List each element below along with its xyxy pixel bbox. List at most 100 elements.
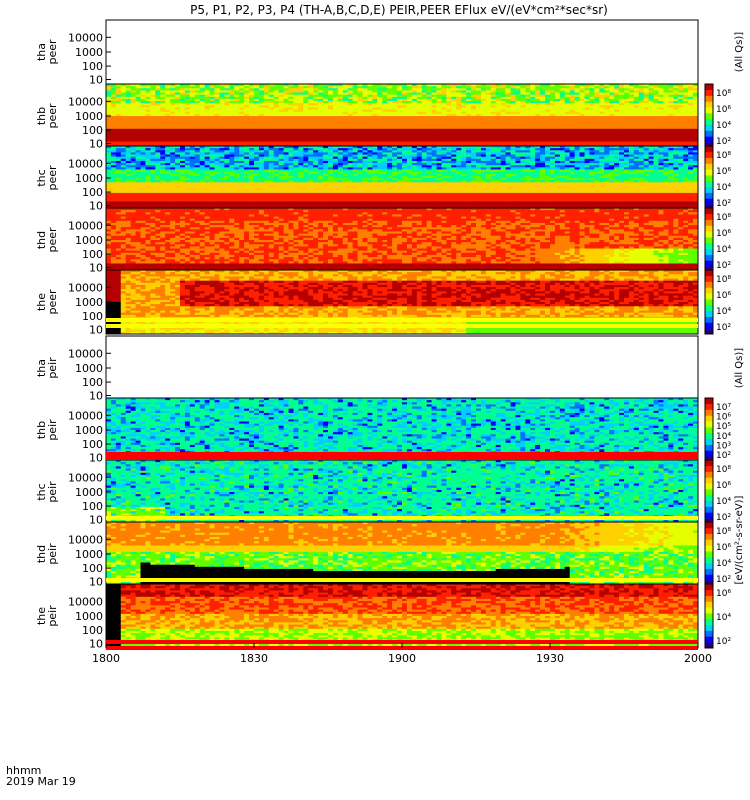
y-axis-label: peir	[46, 419, 59, 441]
y-tick-label: 1000	[75, 172, 103, 185]
date-label: 2019 Mar 19	[6, 775, 76, 788]
colorbar: 10⁸ 10⁶ 10⁴ 10²	[704, 459, 731, 525]
colorbar: 10⁶ 10⁴ 10²	[704, 583, 731, 649]
y-tick-label: 100	[82, 186, 103, 199]
y-tick-label: 10000	[68, 219, 103, 232]
y-tick-label: 1000	[75, 424, 103, 437]
y-axis-label: thc	[35, 169, 48, 186]
colorbar: 10⁸ 10⁶ 10⁴ 10²	[704, 521, 731, 587]
y-tick-label: 100	[82, 438, 103, 451]
y-tick-label: 10000	[68, 595, 103, 608]
y-axis-label: peir	[46, 357, 59, 379]
colorbar-tick-label: 10⁴	[716, 307, 731, 317]
colorbar: 10⁸ 10⁶ 10⁴ 10²	[704, 83, 731, 149]
y-tick-label: 100	[82, 310, 103, 323]
colorbar-frame	[704, 583, 714, 649]
y-tick-label: 10000	[68, 471, 103, 484]
colorbar-tick-label: 10⁴	[716, 245, 731, 255]
y-axis-label: thb	[35, 421, 48, 439]
y-tick-label: 10	[89, 390, 103, 403]
quality-flag-strip	[106, 324, 698, 328]
y-axis-label: thc	[35, 483, 48, 500]
y-axis-label: tha	[35, 359, 48, 377]
y-tick-label: 100	[82, 124, 103, 137]
colorbar-tick-label: 10⁶	[716, 167, 731, 177]
y-axis-label: the	[35, 293, 48, 311]
colorbar-tick-label: 10⁸	[716, 89, 731, 99]
y-tick-label: 1000	[75, 234, 103, 247]
y-tick-label: 10	[89, 138, 103, 151]
y-axis-label: peir	[46, 605, 59, 627]
colorbar-tick-label: 10⁴	[716, 183, 731, 193]
colorbar-tick-label: 10⁵	[716, 422, 731, 432]
heatmap-thb-peer	[106, 84, 699, 149]
colorbar-tick-label: 10⁴	[716, 121, 731, 131]
y-tick-label: 1000	[75, 362, 103, 375]
x-tick-label: 1900	[388, 652, 416, 665]
colorbar-tick-label: 10⁴	[716, 432, 731, 442]
colorbar-tick-label: 10⁶	[716, 543, 731, 553]
time-axis: 1800 1830 1900 1930 2000	[92, 643, 712, 665]
colorbar-tick-label: 10²	[716, 575, 731, 585]
y-tick-label: 10	[89, 452, 103, 465]
y-axis-label: peir	[46, 481, 59, 503]
colorbar-tick-label: 10⁸	[716, 275, 731, 285]
colorbar-tick-label: 10⁶	[716, 105, 731, 115]
y-axis-label: thd	[35, 231, 48, 249]
y-axis-label: the	[35, 607, 48, 625]
y-tick-label: 100	[82, 60, 103, 73]
x-tick-label: 1800	[92, 652, 120, 665]
quality-flag-strip	[106, 456, 698, 460]
heatmap-thc-peer	[106, 146, 699, 211]
y-tick-label: 1000	[75, 46, 103, 59]
colorbar-tick-label: 10⁶	[716, 229, 731, 239]
y-tick-label: 100	[82, 562, 103, 575]
units-label: (All Qs)]	[734, 32, 745, 72]
colorbar-tick-label: 10²	[716, 199, 731, 209]
quality-flag-strip	[106, 640, 698, 644]
y-axis-label: peer	[46, 165, 59, 191]
y-axis-label: peer	[46, 103, 59, 129]
colorbar: 10⁸ 10⁶ 10⁴ 10²	[704, 145, 731, 211]
y-tick-label: 10	[89, 200, 103, 213]
colorbar-tick-label: 10²	[716, 513, 731, 523]
y-axis-label: peer	[46, 289, 59, 315]
x-tick-label: 2000	[684, 652, 712, 665]
colorbar-tick-label: 10²	[716, 323, 731, 333]
y-tick-label: 100	[82, 248, 103, 261]
y-tick-label: 10	[89, 324, 103, 337]
heatmap-thc-peir	[106, 460, 699, 525]
y-tick-label: 10	[89, 514, 103, 527]
y-axis-label: peer	[46, 39, 59, 65]
colorbar-tick-label: 10³	[716, 441, 731, 451]
heatmap-thd-peir	[106, 522, 699, 587]
y-tick-label: 10000	[68, 533, 103, 546]
colorbar-tick-label: 10⁴	[716, 497, 731, 507]
y-tick-label: 100	[82, 500, 103, 513]
colorbar: 10⁸ 10⁶ 10⁴ 10²	[704, 207, 731, 273]
time-axis-label: hhmm	[6, 764, 41, 777]
y-tick-label: 10	[89, 262, 103, 275]
y-tick-label: 10000	[68, 31, 103, 44]
x-tick-label: 1930	[536, 652, 564, 665]
y-axis-label: thd	[35, 545, 48, 563]
y-tick-label: 10000	[68, 409, 103, 422]
colorbar-tick-label: 10⁴	[716, 613, 731, 623]
y-axis-label: thb	[35, 107, 48, 125]
colorbar-tick-label: 10⁸	[716, 527, 731, 537]
colorbar-units-label: [eV/(cm²-s-sr-eV)]	[734, 495, 745, 584]
colorbar-tick-label: 10⁶	[716, 291, 731, 301]
heatmap-the-peir	[106, 584, 699, 649]
y-axis-label: peir	[46, 543, 59, 565]
y-tick-label: 1000	[75, 548, 103, 561]
units-label: (All Qs)]	[734, 348, 745, 388]
y-tick-label: 1000	[75, 296, 103, 309]
y-tick-label: 10000	[68, 281, 103, 294]
quality-flag-strip	[106, 578, 698, 582]
